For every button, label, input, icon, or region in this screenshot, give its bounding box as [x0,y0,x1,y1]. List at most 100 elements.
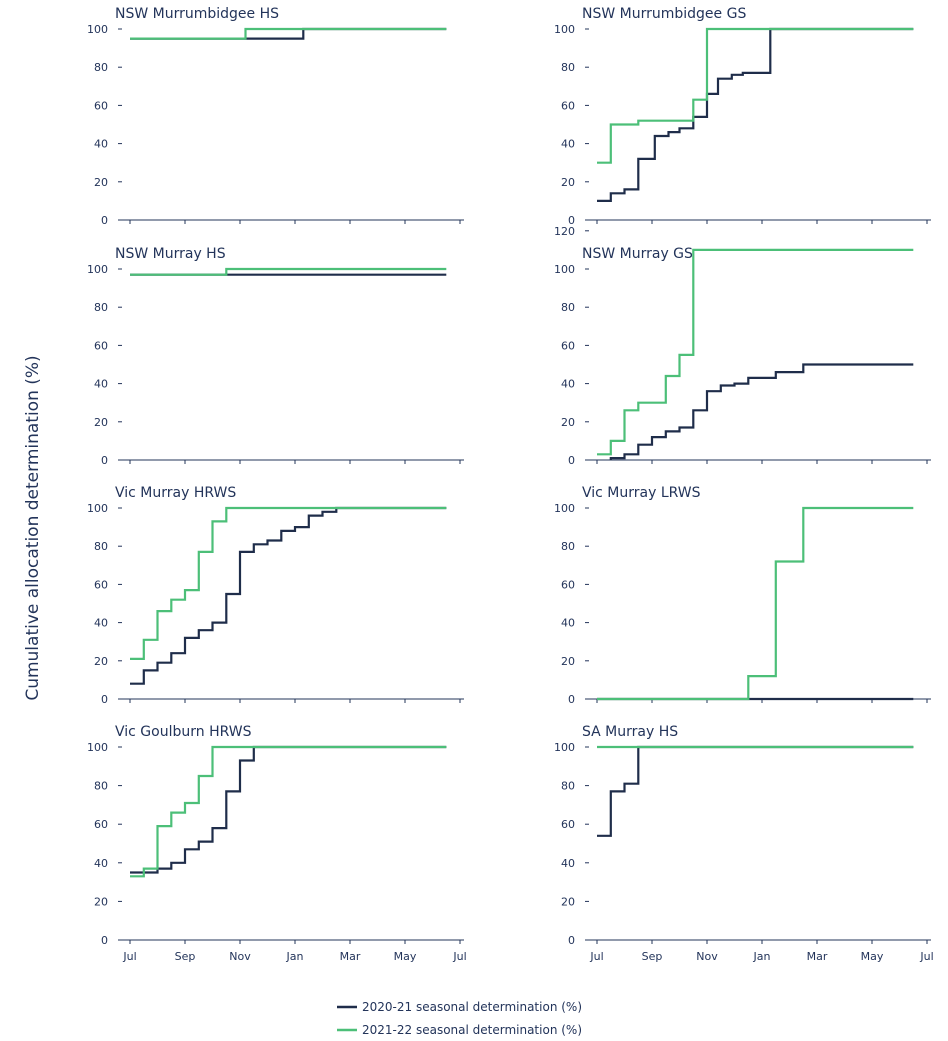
x-tick-label: Jul [122,950,136,963]
x-tick-label: Jul [919,950,933,963]
y-tick-label: 60 [94,578,108,591]
panel-nsw-murray-hs: NSW Murray HS 0 20 40 60 80 100 [87,246,464,467]
y-tick-label: 120 [554,225,575,238]
panel-title: Vic Murray LRWS [582,485,701,501]
y-tick-label: 80 [94,301,108,314]
y-tick-label: 40 [94,617,108,630]
y-tick-label: 20 [94,895,108,908]
y-tick-label: 100 [554,263,575,276]
x-tick-label: Jan [286,950,304,963]
y-tick-label: 60 [561,818,575,831]
y-tick-label: 80 [94,61,108,74]
series-line-2020-21 [597,745,914,837]
y-tick-label: 40 [94,138,108,151]
y-tick-label: 0 [568,693,575,706]
panel-nsw-murrumbidgee-hs: NSW Murrumbidgee HS 0 20 40 60 80 100 [87,6,464,227]
y-tick-label: 40 [561,617,575,630]
y-tick-label: 20 [561,895,575,908]
series-line-2021-22 [130,506,447,661]
series-line-2020-21 [130,506,447,685]
series-line-2020-21 [597,27,914,202]
y-tick-label: 20 [561,176,575,189]
y-tick-label: 100 [87,741,108,754]
x-tick-label: Nov [696,950,718,963]
y-tick-label: 80 [561,780,575,793]
panel-vic-murray-lrws: Vic Murray LRWS 0 20 40 60 80 100 [554,485,931,706]
y-tick-label: 20 [94,416,108,429]
y-tick-label: 20 [561,416,575,429]
series-line-2021-22 [597,248,914,456]
y-tick-label: 100 [87,263,108,276]
y-tick-label: 20 [94,655,108,668]
series-line-2020-21 [130,745,447,874]
x-tick-label: Sep [642,950,663,963]
y-tick-label: 100 [87,502,108,515]
y-tick-label: 80 [561,61,575,74]
y-tick-label: 60 [561,578,575,591]
x-tick-label: May [394,950,417,963]
y-tick-label: 100 [554,502,575,515]
series-line-2020-21 [609,363,914,460]
panel-title: Vic Goulburn HRWS [115,724,252,740]
y-tick-label: 20 [561,655,575,668]
series-line-2021-22 [130,267,447,276]
x-tick-label: Jul [452,950,466,963]
series-line-2021-22 [130,745,447,878]
panel-title: Vic Murray HRWS [115,485,236,501]
legend-item-2021-22: 2021-22 seasonal determination (%) [337,1023,582,1037]
y-tick-label: 0 [568,214,575,227]
y-tick-label: 60 [561,99,575,112]
legend-label-2021-22: 2021-22 seasonal determination (%) [362,1023,582,1037]
series-line-2021-22 [597,506,914,701]
legend-label-2020-21: 2020-21 seasonal determination (%) [362,1000,582,1014]
y-tick-label: 40 [561,138,575,151]
y-tick-label: 40 [561,857,575,870]
y-tick-label: 60 [94,818,108,831]
x-tick-label: May [861,950,884,963]
y-tick-label: 0 [101,454,108,467]
x-tick-label: Mar [340,950,361,963]
panel-vic-murray-hrws: Vic Murray HRWS 0 20 40 60 80 100 [87,485,464,706]
x-tick-label: Jan [753,950,771,963]
y-tick-label: 40 [561,378,575,391]
y-tick-label: 40 [94,378,108,391]
y-tick-label: 40 [94,857,108,870]
y-tick-label: 0 [101,693,108,706]
x-tick-label: Jul [589,950,603,963]
y-tick-label: 0 [568,934,575,947]
y-tick-label: 0 [101,934,108,947]
x-tick-label: Mar [807,950,828,963]
y-tick-label: 60 [94,99,108,112]
y-axis-label: Cumulative allocation determination (%) [23,355,43,700]
y-tick-label: 20 [94,176,108,189]
y-tick-label: 80 [561,540,575,553]
y-tick-label: 80 [94,540,108,553]
series-line-2021-22 [597,27,914,164]
panel-title: NSW Murrumbidgee HS [115,6,279,22]
y-tick-label: 80 [561,301,575,314]
panel-nsw-murray-gs: NSW Murray GS 0 20 40 60 80 100 120 [554,225,931,467]
y-tick-label: 0 [101,214,108,227]
panel-title: NSW Murray HS [115,246,226,262]
y-tick-label: 60 [561,339,575,352]
y-tick-label: 60 [94,339,108,352]
y-tick-label: 100 [87,23,108,36]
panel-vic-goulburn-hrws: Vic Goulburn HRWS Jul Sep Nov Jan Mar May Jul 0 2… [87,724,467,963]
panel-title: SA Murray HS [582,724,678,740]
panel-nsw-murrumbidgee-gs: NSW Murrumbidgee GS 0 20 40 60 80 100 [554,6,931,227]
y-tick-label: 0 [568,454,575,467]
legend-item-2020-21: 2020-21 seasonal determination (%) [337,1000,582,1014]
legend: 2020-21 seasonal determination (%) 2021-… [337,1000,582,1037]
series-line-2021-22 [130,27,447,40]
x-tick-label: Nov [229,950,251,963]
panel-title: NSW Murrumbidgee GS [582,6,746,22]
y-tick-label: 100 [554,741,575,754]
x-tick-label: Sep [175,950,196,963]
y-tick-label: 80 [94,780,108,793]
y-tick-label: 100 [554,23,575,36]
panel-sa-murray-hs: SA Murray HS Jul Sep Nov Jan Mar May Jul 0 20 40 60… [554,724,934,963]
panel-title: NSW Murray GS [582,246,693,262]
series-line-2020-21 [130,27,447,40]
